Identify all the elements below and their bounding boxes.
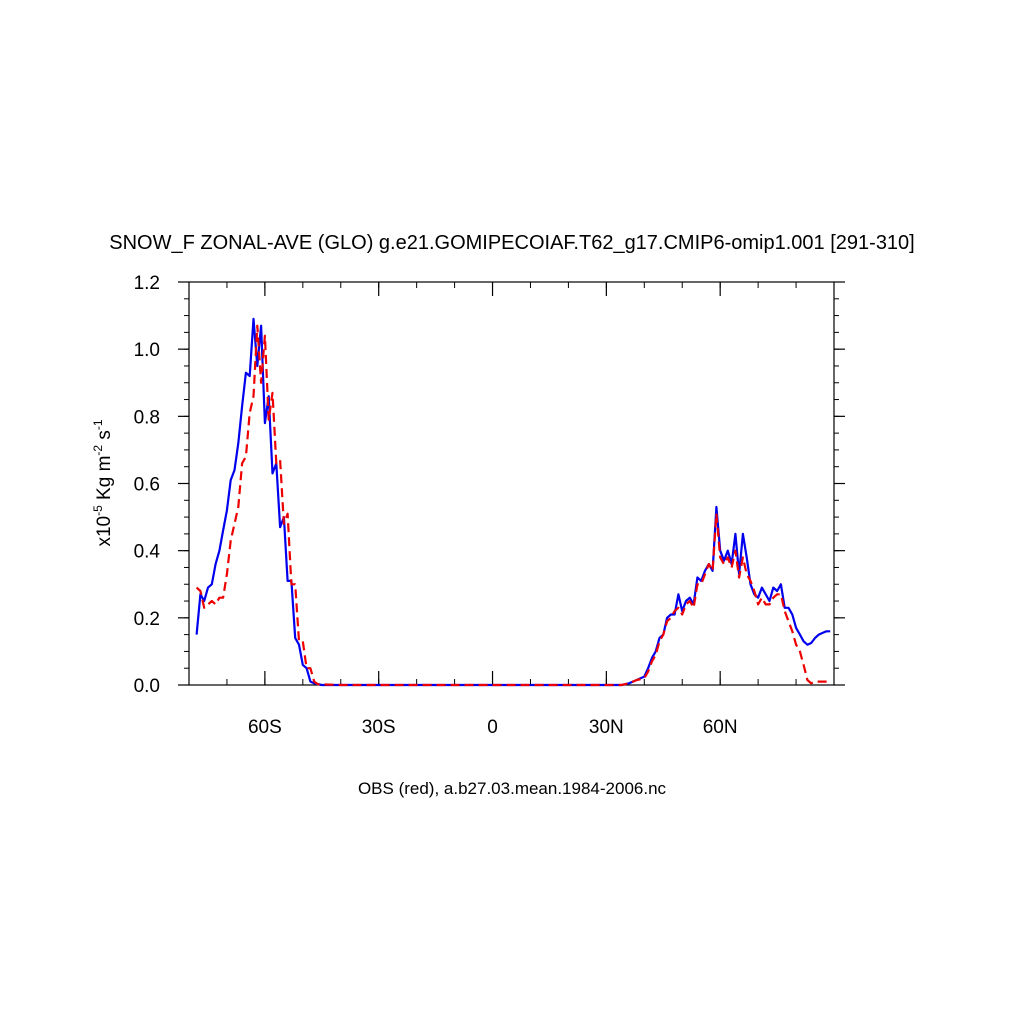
y-tick-label: 0.2 — [134, 609, 160, 630]
y-tick-label: 0.4 — [134, 542, 161, 563]
y-tick-label: 1.0 — [134, 340, 160, 361]
x-tick-label: 0 — [487, 717, 498, 738]
x-axis-label: OBS (red), a.b27.03.mean.1984-2006.nc — [358, 779, 667, 798]
chart-title: SNOW_F ZONAL-AVE (GLO) g.e21.GOMIPECOIAF… — [109, 232, 915, 254]
plot-frame — [188, 281, 835, 686]
y-tick-label: 1.2 — [134, 273, 160, 294]
series-lines — [195, 317, 831, 687]
y-tick-label: 0.8 — [134, 407, 160, 428]
x-axis: 60S 30S 0 30N 60N — [226, 282, 797, 738]
model-series-line — [195, 317, 831, 687]
x-tick-label: 60N — [703, 717, 738, 738]
x-tick-label: 30N — [589, 717, 624, 738]
y-tick-label: 0.0 — [134, 676, 160, 697]
y-axis: 0.0 0.2 0.4 0.6 0.8 1.0 1.2 — [134, 273, 845, 697]
x-tick-label: 30S — [362, 717, 396, 738]
y-tick-label: 0.6 — [134, 475, 160, 496]
obs-series-line — [195, 324, 831, 687]
y-axis-label: x10-5 Kg m-2 s-1 — [91, 419, 115, 546]
x-tick-label: 60S — [248, 717, 282, 738]
